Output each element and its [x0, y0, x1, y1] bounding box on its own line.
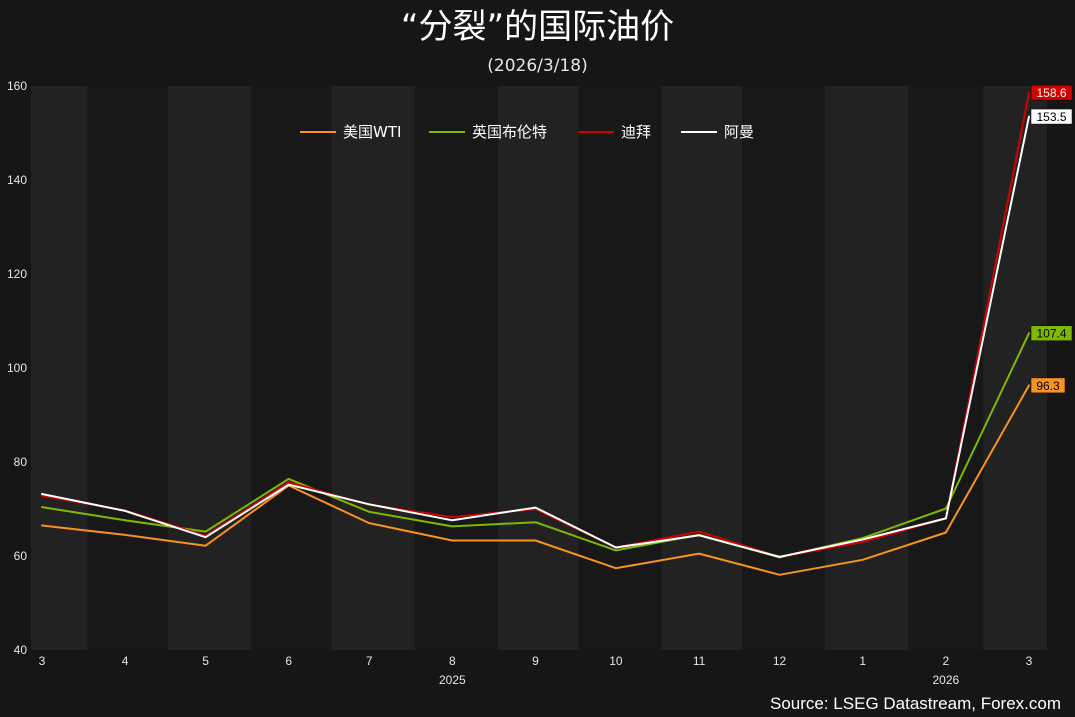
x-tick-label: 10: [609, 654, 623, 668]
legend-label: 迪拜: [621, 123, 651, 141]
end-value-box: [1030, 377, 1066, 394]
x-tick-label: 12: [773, 654, 787, 668]
end-value-text: 107.4: [1036, 327, 1066, 341]
legend-item: 英国布伦特: [429, 123, 547, 141]
month-band: [661, 86, 743, 650]
end-value-text: 158.6: [1036, 86, 1066, 100]
end-value-label: 158.6: [1030, 84, 1073, 101]
series-line: [41, 115, 1030, 558]
chart-title: “分裂”的国际油价: [400, 7, 675, 47]
x-tick-label: 1: [859, 654, 866, 668]
y-axis: 40 60 80 100 120 140 160: [7, 79, 27, 657]
month-band: [168, 86, 252, 650]
x-year-label: 2026: [933, 673, 960, 687]
month-bands: [31, 86, 1047, 650]
end-value-labels: 96.3 107.4 158.6 153.5: [1030, 84, 1073, 394]
end-value-box: [1030, 325, 1073, 341]
source-note: Source: LSEG Datastream, Forex.com: [770, 694, 1061, 713]
legend-label: 阿曼: [724, 123, 754, 141]
y-tick-label: 160: [7, 79, 27, 93]
x-tick-label: 8: [449, 654, 456, 668]
x-tick-label: 3: [1026, 654, 1033, 668]
end-value-text: 96.3: [1036, 379, 1060, 393]
x-tick-label: 11: [693, 654, 706, 668]
month-band: [497, 86, 579, 650]
legend-item: 迪拜: [578, 123, 651, 141]
month-band: [983, 86, 1047, 650]
chart-subtitle: (2026/3/18): [487, 56, 588, 76]
legend: 美国WTI 英国布伦特 迪拜 阿曼: [300, 123, 754, 141]
end-value-box: [1030, 108, 1073, 125]
y-tick-label: 140: [7, 173, 27, 187]
series-line: [41, 384, 1030, 576]
legend-label: 美国WTI: [343, 123, 401, 141]
legend-item: 美国WTI: [300, 123, 401, 141]
end-value-box: [1030, 84, 1073, 101]
y-tick-label: 40: [14, 643, 28, 657]
x-tick-label: 7: [366, 654, 373, 668]
x-year-label: 2025: [439, 673, 466, 687]
y-tick-label: 100: [7, 361, 27, 375]
y-tick-label: 80: [14, 455, 28, 469]
x-tick-label: 3: [39, 654, 46, 668]
x-tick-label: 5: [202, 654, 209, 668]
series-lines: [41, 91, 1030, 576]
y-tick-label: 60: [14, 549, 28, 563]
month-band: [331, 86, 415, 650]
end-value-text: 153.5: [1036, 110, 1066, 124]
x-tick-label: 9: [532, 654, 539, 668]
x-tick-label: 2: [943, 654, 950, 668]
month-band: [31, 86, 88, 650]
y-tick-label: 120: [7, 267, 27, 281]
end-value-label: 96.3: [1030, 377, 1066, 394]
end-value-label: 107.4: [1030, 325, 1073, 341]
series-line: [41, 332, 1030, 559]
x-tick-label: 6: [285, 654, 292, 668]
legend-item: 阿曼: [681, 123, 754, 141]
end-value-label: 153.5: [1030, 108, 1073, 125]
x-tick-label: 4: [122, 654, 129, 668]
month-band: [825, 86, 909, 650]
legend-label: 英国布伦特: [472, 123, 547, 141]
series-line: [41, 91, 1030, 558]
